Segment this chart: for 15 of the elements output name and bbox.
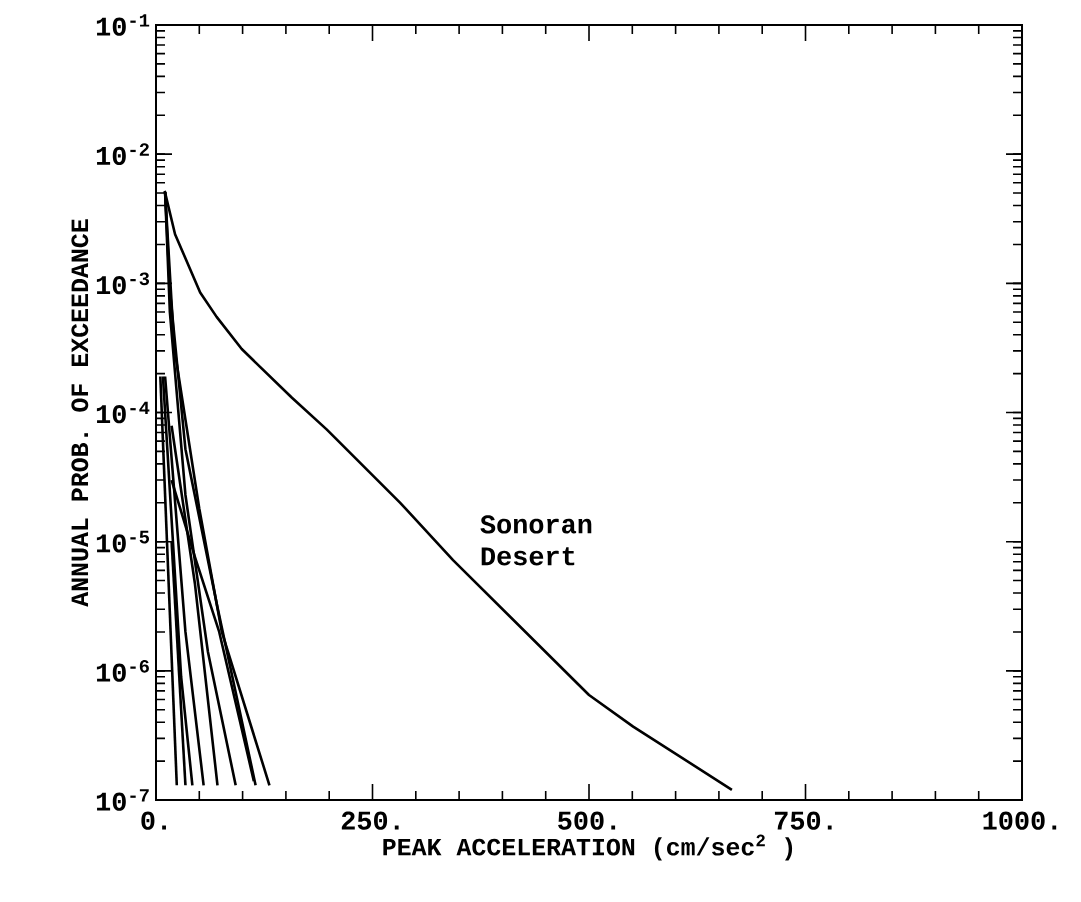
y-tick-label: 10$^{-1}$ xyxy=(96,14,150,36)
y-tick-label: 10$^{-4}$ xyxy=(96,401,150,424)
y-tick-label: 10$^{-5}$ xyxy=(96,530,150,553)
x-tick-label: 0. xyxy=(141,811,166,830)
annotation: Sonoran Desert xyxy=(480,515,592,566)
x-tick-label: 1000. xyxy=(983,811,1057,830)
x-tick-label: 750. xyxy=(774,811,832,830)
y-tick-label: 10$^{-6}$ xyxy=(96,659,149,682)
y-axis-title: ANNUAL PROB. OF EXCEEDANCE xyxy=(71,219,89,607)
y-tick-label: 10$^{-2}$ xyxy=(96,143,149,166)
y-tick-label: 10$^{-3}$ xyxy=(96,272,150,295)
y-tick-label: 10$^{-7}$ xyxy=(96,789,149,811)
x-tick-label: 500. xyxy=(558,811,616,830)
x-axis-title: PEAK ACCELERATION (cm/sec$^{2}$ ) xyxy=(383,834,793,861)
x-tick-label: 250. xyxy=(341,811,399,830)
